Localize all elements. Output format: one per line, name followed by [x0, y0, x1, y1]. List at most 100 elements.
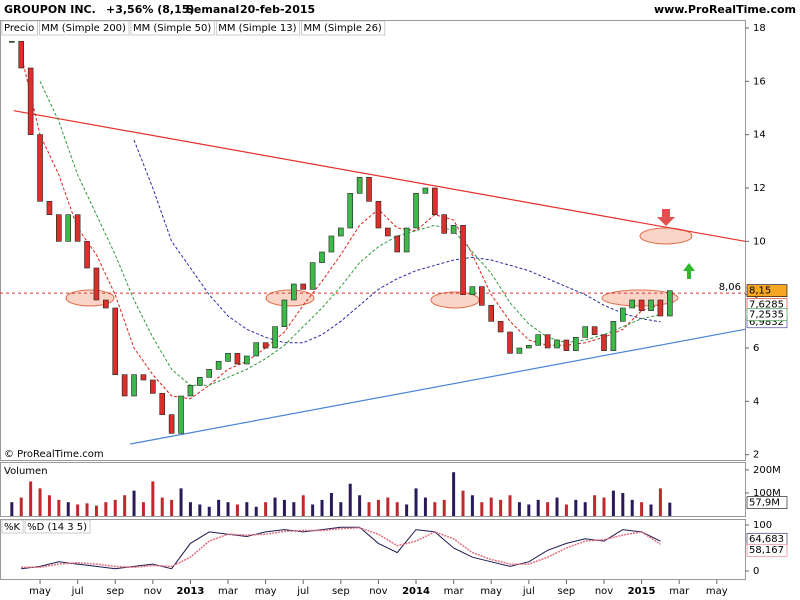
candle	[591, 326, 598, 335]
candle	[300, 283, 307, 290]
legend-entry: %D (14 3 5)	[27, 522, 87, 533]
candle	[394, 235, 401, 253]
volume-bar	[630, 499, 634, 516]
volume-bar	[536, 499, 540, 516]
candle	[422, 187, 429, 194]
x-tick-label: 2014	[402, 586, 430, 597]
volume-bar	[94, 505, 98, 516]
volume-bar	[264, 502, 268, 516]
volume-bar	[320, 499, 324, 516]
x-tick-label: mar	[669, 586, 690, 597]
volume-bar	[423, 497, 427, 516]
candle	[9, 41, 15, 43]
candle	[629, 299, 636, 309]
volume-bar	[66, 502, 70, 516]
candle	[197, 377, 203, 386]
y-tick-label: 100	[753, 520, 772, 531]
candle	[74, 214, 81, 242]
legend-box	[1, 20, 38, 36]
candle	[262, 342, 269, 349]
volume-bar	[198, 504, 202, 516]
volume-bar	[273, 497, 277, 516]
value-label: 7,6285	[749, 300, 784, 311]
volume-bar	[470, 495, 474, 516]
volume-bar	[376, 499, 380, 516]
candle	[469, 286, 476, 295]
volume-bar	[301, 495, 305, 516]
volume-bar	[583, 502, 587, 516]
candle	[272, 326, 278, 349]
volume-bar	[85, 503, 89, 516]
candle	[375, 201, 382, 229]
volume-bar	[311, 504, 315, 516]
volume-bar	[395, 502, 399, 516]
volume-bar	[254, 506, 258, 516]
volume-frame	[0, 462, 746, 517]
y-tick-label: 2	[753, 450, 759, 461]
value-label-box	[746, 284, 788, 297]
volume-bar	[160, 497, 164, 516]
highlight	[430, 291, 480, 309]
price-frame	[0, 20, 746, 461]
x-tick-label: nov	[595, 586, 613, 597]
candle	[347, 193, 354, 229]
value-label-box	[746, 543, 788, 557]
copyright: © ProRealTime.com	[4, 449, 104, 460]
legend-entry: MM (Simple 200)	[41, 23, 126, 34]
trendline	[13, 110, 746, 242]
candle	[206, 369, 213, 378]
y-tick-label: 14	[753, 130, 766, 141]
volume-bar	[282, 499, 286, 516]
volume-bar	[367, 502, 371, 516]
stoch-frame	[0, 519, 746, 580]
volume-bar	[555, 497, 559, 516]
candle	[450, 225, 457, 234]
candle	[526, 345, 532, 349]
volume-bar	[452, 472, 456, 516]
candle	[657, 299, 664, 317]
legend-box	[38, 20, 130, 36]
x-tick-label: nov	[144, 586, 162, 597]
volume-bar	[29, 481, 33, 516]
candle	[535, 334, 542, 346]
y-tick-label: 6	[753, 343, 759, 354]
date: 20-feb-2015	[240, 3, 315, 16]
y-tick-label: 18	[753, 23, 766, 34]
volume-bar	[292, 502, 296, 516]
value-label: 7,2535	[749, 310, 784, 321]
candle	[112, 307, 119, 375]
candle	[150, 379, 156, 394]
volume-bar	[151, 481, 155, 516]
x-tick-label: mar	[444, 586, 465, 597]
candle	[479, 286, 485, 306]
candle	[281, 299, 288, 327]
legend-box	[24, 519, 91, 534]
x-tick-label: 2013	[177, 586, 205, 597]
x-tick-label: mar	[218, 586, 239, 597]
candle	[638, 299, 645, 311]
legend-entry: MM (Simple 13)	[218, 23, 296, 34]
candle	[103, 299, 109, 309]
candle	[385, 227, 391, 237]
volume-bar	[358, 495, 362, 516]
candle	[309, 262, 316, 290]
volume-bar	[517, 502, 521, 516]
series-line	[21, 527, 661, 569]
candle	[620, 307, 626, 322]
legend-entry: MM (Simple 50)	[133, 23, 211, 34]
volume-bar	[433, 502, 437, 516]
candle	[84, 241, 90, 269]
legend-entry: MM (Simple 26)	[304, 23, 382, 34]
volume-bar	[76, 504, 80, 516]
y-tick-label: 4	[753, 396, 759, 407]
volume-bar	[47, 495, 51, 516]
volume-bar	[461, 490, 465, 516]
x-tick-label: may	[29, 586, 51, 597]
volume-bar	[611, 490, 615, 516]
candle	[432, 187, 438, 215]
candle	[488, 305, 495, 322]
value-label: 64,683	[749, 534, 784, 545]
volume-bar	[508, 495, 512, 516]
volume-bar	[207, 506, 211, 516]
